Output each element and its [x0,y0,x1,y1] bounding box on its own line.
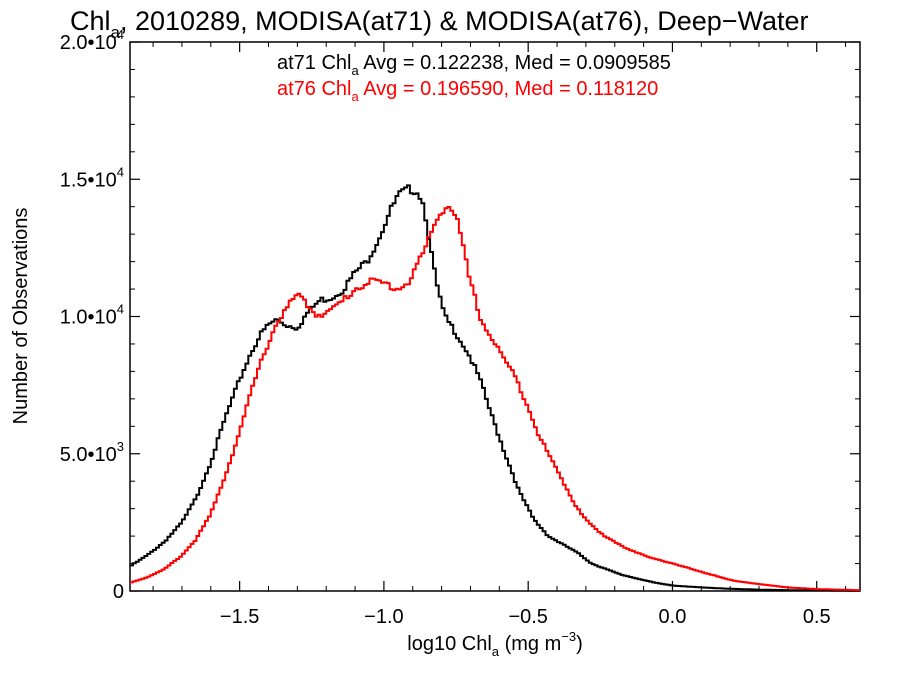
y-tick-label: 2.0•104 [60,27,124,54]
series-at71-line [130,184,860,592]
series-at76-line [130,206,860,592]
axis-ticks [130,41,860,592]
chart-title: Chla, 2010289, MODISA(at71) & MODISA(at7… [70,6,809,42]
x-tick-label: −0.5 [508,606,547,628]
y-axis-label: Number of Observations [10,208,32,425]
x-tick-label: 0.5 [803,606,831,628]
y-tick-labels: 0 5.0•103 1.0•104 1.5•104 2.0•104 [60,27,124,603]
series-group [130,184,860,592]
x-tick-label: 0.0 [659,606,687,628]
y-tick-label: 0 [113,581,124,603]
annotation-at71: at71 Chla Avg = 0.122238, Med = 0.090958… [277,52,671,78]
x-tick-labels: −1.5 −1.0 −0.5 0.0 0.5 [220,606,831,628]
y-tick-label: 1.0•104 [60,302,124,329]
annotation-at76: at76 Chla Avg = 0.196590, Med = 0.118120 [277,78,658,104]
x-axis-label: log10 Chla (mg m−3) [407,629,582,659]
y-tick-label: 5.0•103 [60,439,124,466]
plot-frame [129,41,861,592]
x-tick-label: −1.0 [364,606,403,628]
y-tick-label: 1.5•104 [60,164,124,191]
x-tick-label: −1.5 [220,606,259,628]
